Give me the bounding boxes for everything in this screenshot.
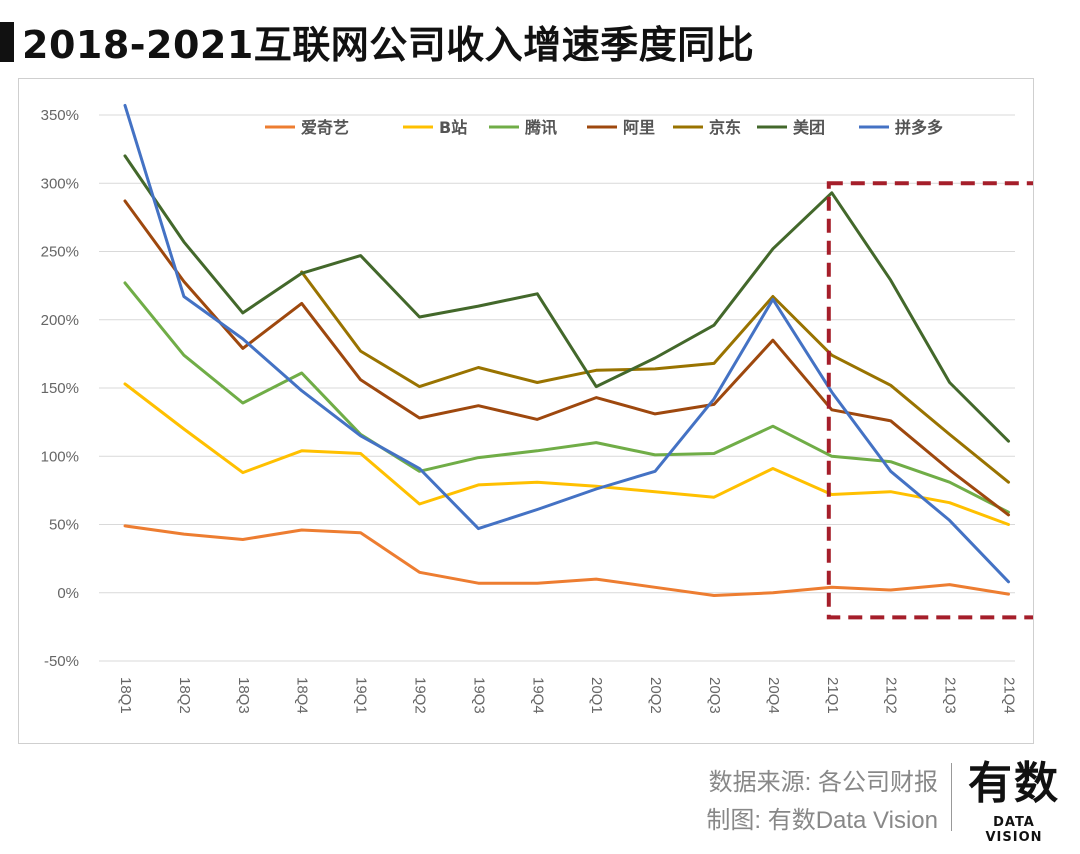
x-tick-label: 19Q4 — [529, 677, 546, 714]
series-line-拼多多 — [123, 103, 1010, 584]
series-line-爱奇艺 — [123, 524, 1010, 597]
legend-label: 美团 — [793, 118, 825, 137]
logo-mark: 有数 — [968, 758, 1060, 809]
x-tick-label: 20Q4 — [765, 677, 782, 714]
chart-frame: -50% 0% 50% 100% 150% 200% 250% 300% 350% 18Q1 18Q… — [18, 78, 1034, 744]
x-tick-label: 19Q1 — [353, 677, 370, 714]
x-tick-label: 18Q4 — [294, 677, 311, 714]
y-tick-label: -50% — [44, 653, 79, 670]
x-tick-label: 19Q3 — [470, 677, 487, 714]
x-tick-label: 19Q2 — [412, 677, 429, 714]
legend-label: 拼多多 — [895, 118, 943, 137]
x-tick-label: 21Q4 — [1001, 677, 1018, 714]
series-line-京东 — [300, 270, 1010, 484]
title-marker — [0, 22, 14, 62]
line-chart: -50% 0% 50% 100% 150% 200% 250% 300% 350% 18Q1 18Q… — [41, 103, 1033, 714]
x-tick-label: 18Q3 — [235, 677, 252, 714]
y-tick-label: 0% — [57, 585, 79, 602]
chart-credit: 制图: 有数Data Vision — [706, 807, 938, 834]
x-tick-label: 21Q2 — [883, 677, 900, 714]
series-line-美团 — [123, 154, 1010, 443]
logo-subtitle: DATA VISION — [985, 815, 1043, 845]
data-source: 数据来源: 各公司财报 — [708, 769, 938, 796]
y-tick-label: 250% — [41, 244, 79, 261]
legend-label: B站 — [439, 118, 467, 137]
legend-label: 爱奇艺 — [301, 118, 349, 137]
y-tick-label: 200% — [41, 312, 79, 329]
x-tick-label: 18Q1 — [117, 677, 134, 714]
highlight-box — [826, 181, 1033, 620]
legend-label: 京东 — [709, 118, 741, 137]
y-tick-label: 50% — [49, 517, 79, 534]
series-line-腾讯 — [123, 281, 1010, 514]
y-tick-label: 300% — [41, 175, 79, 192]
series-line-B站 — [123, 382, 1010, 526]
legend-label: 腾讯 — [525, 118, 557, 137]
page-title: 2018-2021互联网公司收入增速季度同比 — [22, 23, 755, 67]
y-tick-label: 150% — [41, 380, 79, 397]
x-tick-label: 18Q2 — [176, 677, 193, 714]
series-line-阿里 — [123, 199, 1010, 517]
footer-divider — [951, 763, 952, 831]
x-tick-label: 21Q3 — [942, 677, 959, 714]
legend-label: 阿里 — [623, 118, 655, 137]
x-tick-label: 21Q1 — [824, 677, 841, 714]
x-tick-label: 20Q2 — [647, 677, 664, 714]
x-tick-label: 20Q3 — [706, 677, 723, 714]
y-tick-label: 100% — [41, 448, 79, 465]
x-tick-label: 20Q1 — [588, 677, 605, 714]
y-tick-label: 350% — [41, 107, 79, 124]
